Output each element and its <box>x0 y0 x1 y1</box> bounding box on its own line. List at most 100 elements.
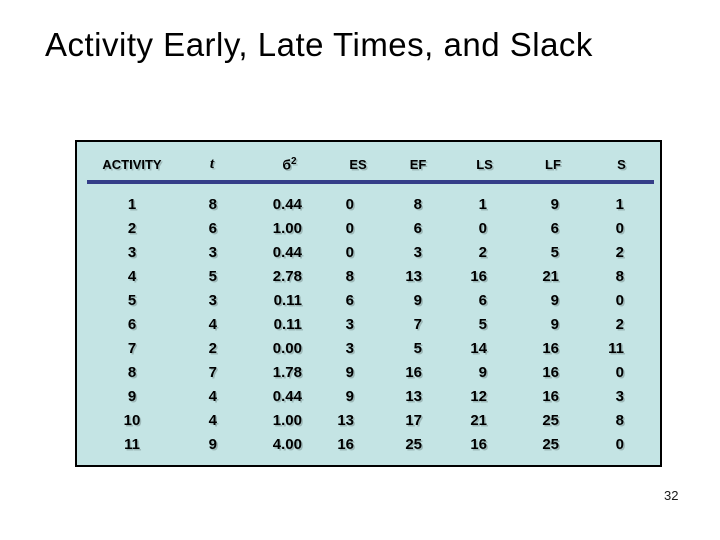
table-cell: 6 <box>345 292 354 309</box>
table-cell: 16 <box>542 340 559 357</box>
column-header-activity: ACTIVITY <box>87 154 177 184</box>
table-cell: 1 <box>478 196 487 213</box>
page-number: 32 <box>664 488 679 503</box>
table-row: 11 9 4.00 16 25 16 25 0 <box>87 433 654 457</box>
sigma-exponent: 2 <box>291 156 297 168</box>
table-cell: 0 <box>615 292 624 309</box>
table-cell: 6 <box>208 220 217 237</box>
table-cell: 8 <box>345 268 354 285</box>
table-row: 9 4 0.44 9 13 12 16 3 <box>87 385 654 409</box>
table-cell: 4 <box>208 316 217 333</box>
table-cell: 7 <box>413 316 422 333</box>
table-cell: 11 <box>608 340 624 357</box>
table-cell: 14 <box>470 340 487 357</box>
table-cell: 5 <box>550 244 559 261</box>
table-cell: 9 <box>208 436 217 453</box>
table-cell: 11 <box>124 436 140 453</box>
table-cell: 5 <box>127 292 137 309</box>
table-cell: 9 <box>550 292 559 309</box>
table-cell: 7 <box>208 364 217 381</box>
table-cell: 8 <box>413 196 422 213</box>
table-cell: 3 <box>345 340 354 357</box>
table-cell: 0.11 <box>273 316 302 333</box>
table-cell: 4 <box>208 388 217 405</box>
table-cell: 1.00 <box>272 220 302 237</box>
table-cell: 21 <box>542 268 559 285</box>
table-cell: 10 <box>123 412 141 429</box>
header-row: ACTIVITY t б2 ES EF LS LF S <box>87 154 654 184</box>
table-cell: 0 <box>615 220 624 237</box>
table-cell: 0.44 <box>272 244 302 261</box>
table-cell: 4 <box>208 412 217 429</box>
activity-times-table-panel: ACTIVITY t б2 ES EF LS LF S 1 8 0.44 0 8 <box>75 140 662 467</box>
table-cell: 8 <box>615 412 624 429</box>
table-cell: 0 <box>345 220 354 237</box>
column-header-lf: LF <box>517 154 589 184</box>
table-cell: 7 <box>127 340 137 357</box>
table-cell: 1 <box>615 196 624 213</box>
column-header-ef: EF <box>384 154 452 184</box>
table-cell: 4 <box>127 268 137 285</box>
table-row: 8 7 1.78 9 16 9 16 0 <box>87 361 654 385</box>
table-row: 6 4 0.11 3 7 5 9 2 <box>87 313 654 337</box>
slide-title: Activity Early, Late Times, and Slack <box>45 26 593 63</box>
table-cell: 0.44 <box>272 388 302 405</box>
table-row: 5 3 0.11 6 9 6 9 0 <box>87 289 654 313</box>
table-cell: 1.78 <box>272 364 302 381</box>
table-cell: 16 <box>405 364 422 381</box>
table-cell: 16 <box>470 268 487 285</box>
table-row: 3 3 0.44 0 3 2 5 2 <box>87 241 654 265</box>
table-cell: 21 <box>470 412 487 429</box>
table-cell: 3 <box>413 244 422 261</box>
table-cell: 0.00 <box>272 340 302 357</box>
table-cell: 4.00 <box>272 436 302 453</box>
table-cell: 0 <box>345 196 354 213</box>
table-row: 1 8 0.44 0 8 1 9 1 <box>87 182 654 217</box>
table-cell: 0 <box>615 364 624 381</box>
table-cell: 5 <box>208 268 217 285</box>
table-cell: 9 <box>345 388 354 405</box>
column-header-variance: б2 <box>247 154 332 184</box>
table-cell: 13 <box>337 412 354 429</box>
table-cell: 0 <box>345 244 354 261</box>
column-header-s: S <box>589 154 654 184</box>
table-row: 2 6 1.00 0 6 0 6 0 <box>87 217 654 241</box>
table-cell: 3 <box>208 244 217 261</box>
sigma-symbol: б <box>282 156 292 173</box>
table-cell: 25 <box>405 436 422 453</box>
table-cell: 25 <box>542 436 559 453</box>
table-cell: 0.44 <box>272 196 302 213</box>
table-cell: 9 <box>345 364 354 381</box>
table-cell: 0.11 <box>273 292 302 309</box>
table-cell: 16 <box>542 388 559 405</box>
column-header-es: ES <box>332 154 384 184</box>
column-header-ls: LS <box>452 154 517 184</box>
table-cell: 6 <box>127 316 137 333</box>
table-cell: 1 <box>127 196 137 213</box>
table-cell: 2 <box>615 244 624 261</box>
table-cell: 9 <box>550 196 559 213</box>
table-cell: 2 <box>127 220 137 237</box>
column-header-t: t <box>177 154 247 184</box>
table-cell: 6 <box>550 220 559 237</box>
table-cell: 16 <box>470 436 487 453</box>
table-cell: 8 <box>208 196 217 213</box>
table-cell: 13 <box>405 388 422 405</box>
table-cell: 25 <box>542 412 559 429</box>
table-cell: 3 <box>127 244 137 261</box>
table-cell: 9 <box>413 292 422 309</box>
table-cell: 5 <box>413 340 422 357</box>
table-row: 7 2 0.00 3 5 14 16 11 <box>87 337 654 361</box>
table-cell: 13 <box>405 268 422 285</box>
table-cell: 5 <box>478 316 487 333</box>
table-cell: 3 <box>615 388 624 405</box>
table-cell: 2.78 <box>272 268 302 285</box>
table-cell: 16 <box>542 364 559 381</box>
table-cell: 8 <box>615 268 624 285</box>
table-cell: 9 <box>550 316 559 333</box>
table-cell: 16 <box>337 436 354 453</box>
table-cell: 2 <box>615 316 624 333</box>
table-cell: 6 <box>413 220 422 237</box>
table-cell: 3 <box>345 316 354 333</box>
